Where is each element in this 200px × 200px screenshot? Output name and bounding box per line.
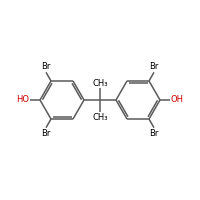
Text: Br: Br: [41, 62, 51, 71]
Text: CH₃: CH₃: [92, 112, 108, 121]
Text: CH₃: CH₃: [92, 78, 108, 88]
Text: OH: OH: [170, 96, 184, 104]
Text: Br: Br: [149, 129, 159, 138]
Text: Br: Br: [41, 129, 51, 138]
Text: Br: Br: [149, 62, 159, 71]
Text: HO: HO: [16, 96, 30, 104]
